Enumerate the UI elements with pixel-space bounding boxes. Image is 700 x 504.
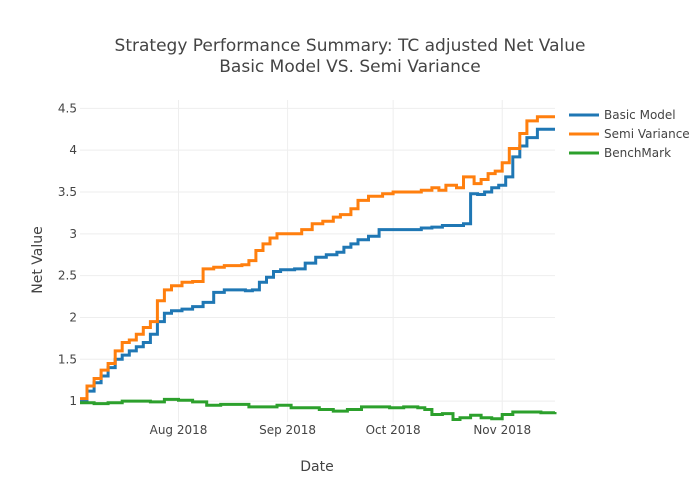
grid-layer [80,100,555,422]
y-tick-label: 4 [69,143,77,157]
chart-title: Strategy Performance Summary: TC adjuste… [115,36,586,56]
x-tick-label: Aug 2018 [150,423,208,437]
legend-label: Basic Model [604,108,676,122]
x-axis-title: Date [300,459,333,475]
y-tick-label: 2 [69,310,77,324]
legend-label: BenchMark [604,146,671,160]
x-tick-label: Oct 2018 [366,423,421,437]
x-tick-label: Sep 2018 [259,423,316,437]
legend-label: Semi Variance [604,127,690,141]
y-tick-label: 2.5 [58,269,77,283]
series-line-basic-model [80,127,555,403]
y-tick-label: 1.5 [58,352,77,366]
y-tick-label: 3 [69,227,77,241]
series-line-semi-variance [80,115,555,401]
y-tick-label: 1 [69,394,77,408]
series-layer [80,115,557,421]
x-tick-label: Nov 2018 [473,423,531,437]
y-tick-label: 3.5 [58,185,77,199]
legend: Basic Model Semi Variance BenchMark [569,108,690,160]
y-tick-label: 4.5 [58,101,77,115]
chart-subtitle: Basic Model VS. Semi Variance [219,57,480,77]
y-axis-title: Net Value [30,226,46,293]
series-line-benchmark [80,397,557,421]
axis-layer: 1 1.5 2 2.5 3 3.5 4 4.5 Aug 2018 Sep 2018 Oct 2018… [58,101,531,437]
